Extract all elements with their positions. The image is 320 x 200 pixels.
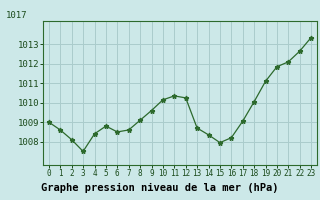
Text: Graphe pression niveau de la mer (hPa): Graphe pression niveau de la mer (hPa) bbox=[41, 183, 279, 193]
Text: 1017: 1017 bbox=[6, 11, 27, 20]
